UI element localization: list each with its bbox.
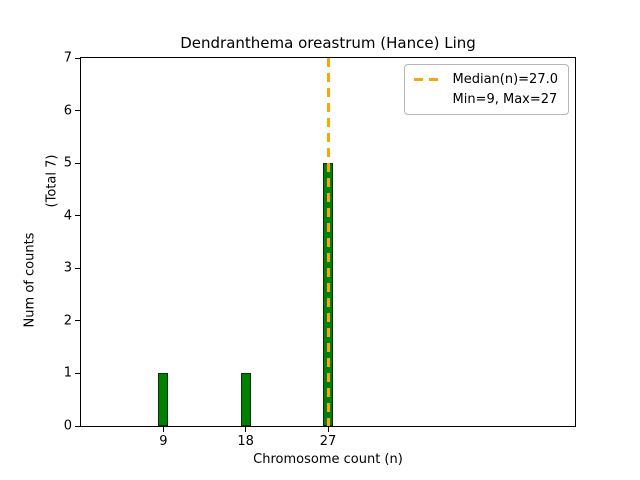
legend-item-minmax: Min=9, Max=27 — [414, 92, 558, 107]
x-tick-label: 9 — [159, 434, 168, 449]
bar-n-18 — [240, 373, 251, 426]
legend: Median(n)=27.0 Min=9, Max=27 — [404, 64, 569, 115]
y-tick-mark — [75, 425, 80, 427]
y-tick-label: 7 — [63, 50, 72, 66]
y-axis-label: Num of counts — [22, 232, 38, 328]
bar-n-9 — [158, 373, 169, 426]
legend-label-minmax: Min=9, Max=27 — [452, 92, 558, 107]
y-axis-total-label: (Total 7) — [44, 154, 60, 208]
empty-swatch — [414, 98, 443, 101]
y-tick-label: 3 — [63, 260, 72, 276]
y-tick-label: 5 — [63, 155, 72, 171]
y-tick-mark — [75, 57, 80, 59]
legend-label-median: Median(n)=27.0 — [452, 72, 558, 87]
x-tick-mark — [327, 427, 329, 432]
y-tick-mark — [75, 215, 80, 217]
y-tick-mark — [75, 162, 80, 164]
y-tick-label: 1 — [63, 365, 72, 381]
y-tick-mark — [75, 320, 80, 322]
median-dashed-line-swatch — [414, 78, 444, 81]
x-axis-label: Chromosome count (n) — [253, 452, 403, 467]
x-tick-label: 27 — [319, 434, 337, 449]
y-tick-label: 2 — [63, 313, 72, 329]
y-tick-mark — [75, 372, 80, 374]
y-tick-label: 6 — [63, 103, 72, 119]
y-tick-label: 0 — [63, 418, 72, 434]
y-tick-label: 4 — [63, 208, 72, 224]
median-line — [326, 58, 330, 426]
x-tick-label: 18 — [237, 434, 254, 449]
y-tick-mark — [75, 267, 80, 269]
y-tick-mark — [75, 110, 80, 112]
plot-area: Median(n)=27.0 Min=9, Max=27 0 1 2 3 4 5 6 7 9 18… — [64, 51, 576, 449]
x-tick-mark — [162, 427, 164, 432]
legend-item-median: Median(n)=27.0 — [414, 72, 558, 87]
chart-title: Dendranthema oreastrum (Hance) Ling — [180, 34, 476, 52]
x-tick-mark — [245, 427, 247, 432]
